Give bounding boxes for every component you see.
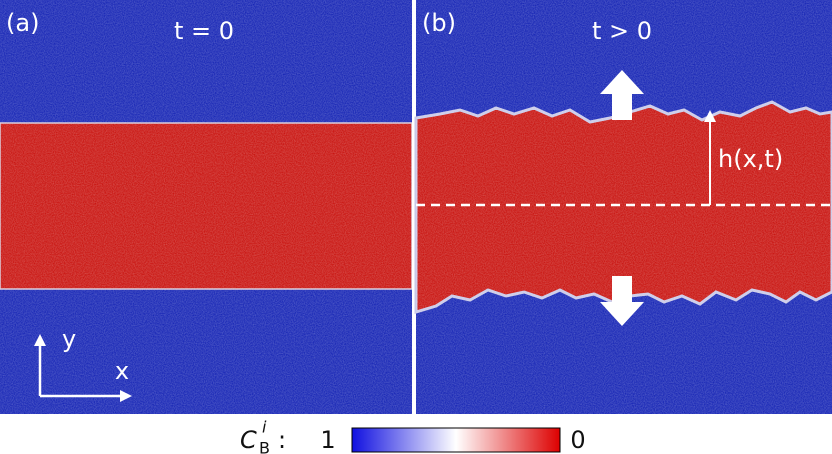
panel-label: (a): [6, 9, 39, 37]
colorbar-symbol: C: [240, 426, 257, 454]
noise: [416, 0, 832, 414]
colorbar-suffix: :: [278, 426, 286, 454]
time-label: t > 0: [592, 17, 652, 45]
arrow-up: [600, 70, 644, 120]
colorbar: C B i : 1 0: [240, 418, 586, 454]
noise: [0, 0, 412, 414]
arrow-down: [600, 276, 644, 326]
panel-b: (b) t > 0 h(x,t): [414, 0, 832, 414]
colorbar-superscript: i: [262, 418, 267, 437]
axes-indicator: [34, 334, 132, 402]
divider: [412, 0, 416, 414]
time-label: t = 0: [174, 17, 234, 45]
colorbar-subscript: B: [259, 439, 270, 454]
x-axis-label: x: [115, 357, 129, 385]
height-label: h(x,t): [718, 145, 783, 173]
colorbar-gradient: [351, 427, 561, 453]
colorbar-left-label: 1: [320, 426, 335, 454]
panel-a: (a) t = 0 y x: [0, 0, 413, 414]
panel-label: (b): [422, 9, 456, 37]
height-arrowhead: [704, 110, 716, 122]
colorbar-right-label: 0: [570, 426, 585, 454]
y-axis-label: y: [62, 325, 76, 353]
